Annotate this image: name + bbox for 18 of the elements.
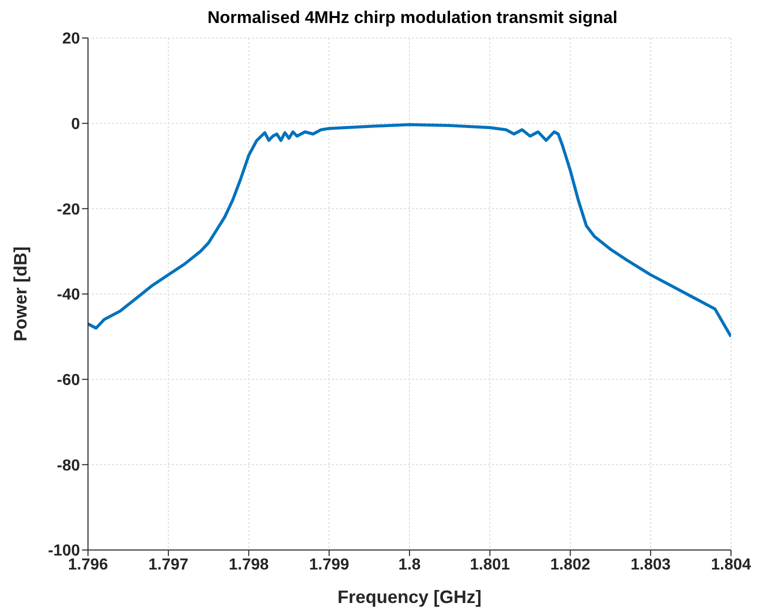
x-tick-label: 1.803	[630, 556, 671, 574]
x-axis-title: Frequency [GHz]	[337, 587, 482, 607]
x-tick-label: 1.798	[228, 556, 269, 574]
x-tick-label: 1.799	[309, 556, 350, 574]
y-tick-label: -80	[56, 457, 80, 474]
y-tick-label: -60	[56, 372, 80, 390]
y-tick-label: -40	[56, 286, 80, 304]
x-tick-label: 1.804	[710, 556, 752, 574]
y-tick-label: -20	[56, 201, 80, 218]
x-tick-label: 1.802	[550, 556, 590, 574]
y-tick-label: 20	[62, 30, 80, 48]
line-series	[88, 123, 731, 338]
y-axis-title: Power [dB]	[10, 246, 30, 342]
chart-title: Normalised 4MHz chirp modulation transmit signal	[206, 8, 618, 29]
y-tick-label: 0	[71, 116, 80, 134]
x-tick-label: 1.797	[148, 556, 188, 574]
x-tick-label: 1.8	[398, 556, 421, 574]
x-tick-label: 1.801	[470, 556, 510, 574]
